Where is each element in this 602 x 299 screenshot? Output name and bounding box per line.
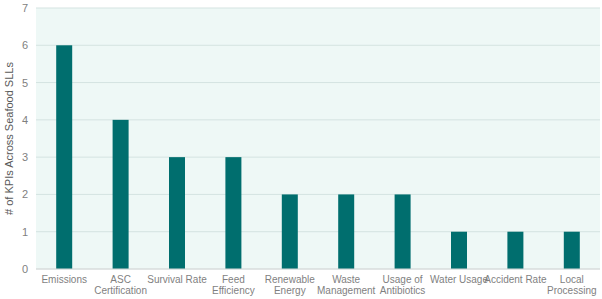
y-tick-label: 5 xyxy=(22,77,28,89)
grid-line xyxy=(36,8,600,9)
x-tick-label-line: Local xyxy=(560,274,584,285)
x-tick-label-line: Feed xyxy=(222,274,245,285)
y-axis-title: # of KPIs Across Seafood SLLs xyxy=(3,62,15,215)
x-tick-label-line: Management xyxy=(317,285,376,296)
y-tick-label: 7 xyxy=(22,2,28,14)
x-tick-label-line: Renewable xyxy=(265,274,315,285)
x-tick-label: FeedEfficiency xyxy=(212,274,255,296)
bar xyxy=(338,194,354,269)
x-axis-line xyxy=(36,269,600,270)
chart-container: 0 1 2 3 4 5 6 7 # of KPIs Across Seafood SLLs Emi… xyxy=(0,0,602,299)
x-tick-label-line: Energy xyxy=(274,285,306,296)
y-tick-label: 6 xyxy=(22,39,28,51)
grid-line xyxy=(36,45,600,46)
y-tick-label: 3 xyxy=(22,151,28,163)
x-tick-label: Accident Rate xyxy=(484,274,547,285)
bar xyxy=(564,232,580,269)
x-tick-label: Emissions xyxy=(41,274,87,285)
y-tick-label: 4 xyxy=(22,114,28,126)
bars xyxy=(56,45,580,269)
x-tick-label-line: Certification xyxy=(94,285,147,296)
grid-line xyxy=(36,82,600,83)
bar xyxy=(113,120,129,269)
plot-background xyxy=(36,8,600,269)
x-tick-label: WasteManagement xyxy=(317,274,376,296)
x-tick-label: LocalProcessing xyxy=(547,274,596,296)
grid-line xyxy=(36,269,600,270)
x-tick-label-line: Antibiotics xyxy=(380,285,426,296)
y-tick-label: 2 xyxy=(22,188,28,200)
x-tick-label: Usage ofAntibiotics xyxy=(380,274,426,296)
bar xyxy=(395,194,411,269)
x-tick-label: ASCCertification xyxy=(94,274,147,296)
x-tick-label-line: Accident Rate xyxy=(484,274,547,285)
x-tick-label-line: Efficiency xyxy=(212,285,255,296)
x-tick-label-line: Water Usage xyxy=(430,274,488,285)
x-tick-label: RenewableEnergy xyxy=(265,274,315,296)
x-tick-label-line: ASC xyxy=(110,274,131,285)
bar xyxy=(56,45,72,269)
bar xyxy=(169,157,185,269)
y-tick-label: 0 xyxy=(22,263,28,275)
bar xyxy=(451,232,467,269)
x-tick-label-line: Survival Rate xyxy=(147,274,207,285)
x-tick-label-line: Usage of xyxy=(383,274,423,285)
chart-svg: 0 1 2 3 4 5 6 7 # of KPIs Across Seafood SLLs Emi… xyxy=(0,0,602,299)
x-tick-label: Survival Rate xyxy=(147,274,207,285)
x-tick-label-line: Waste xyxy=(332,274,360,285)
x-tick-label: Water Usage xyxy=(430,274,488,285)
bar xyxy=(225,157,241,269)
y-tick-label: 1 xyxy=(22,226,28,238)
x-tick-label-line: Emissions xyxy=(41,274,87,285)
x-tick-label-line: Processing xyxy=(547,285,596,296)
bar xyxy=(282,194,298,269)
bar xyxy=(507,232,523,269)
